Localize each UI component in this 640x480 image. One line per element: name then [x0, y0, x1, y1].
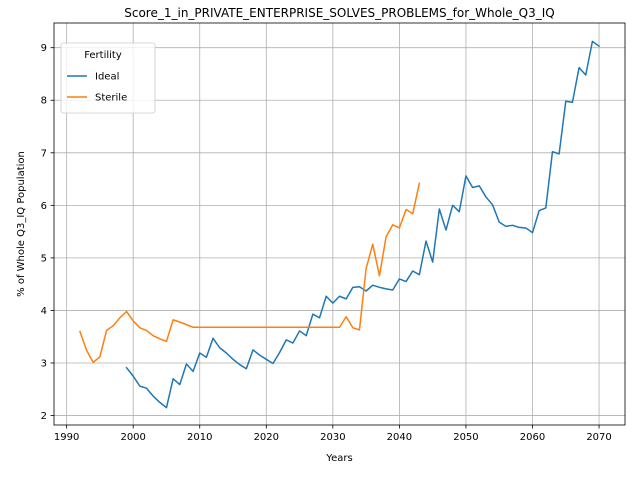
x-tick-label: 2030	[320, 432, 345, 443]
plot-frame	[53, 22, 626, 426]
x-tick-label: 2000	[120, 432, 145, 443]
x-axis-ticks: 1990 2000 2010 2020 2030 2040 2050 2060 2070	[54, 425, 612, 443]
y-tick-label: 4	[41, 306, 47, 317]
y-tick-label: 7	[41, 148, 47, 159]
x-tick-label: 2060	[520, 432, 545, 443]
legend-label-sterile: Sterile	[95, 93, 127, 104]
legend: Fertility Ideal Sterile	[60, 42, 156, 114]
y-axis-label: % of Whole Q3_IQ Population	[16, 151, 27, 297]
y-tick-label: 2	[41, 411, 47, 422]
y-tick-label: 3	[41, 358, 47, 369]
legend-title: Fertility	[84, 50, 122, 61]
y-tick-label: 9	[41, 43, 47, 54]
x-tick-label: 1990	[54, 432, 79, 443]
legend-box	[60, 42, 156, 114]
series-line-sterile	[78, 182, 421, 364]
x-axis-label: Years	[325, 453, 352, 464]
y-axis-ticks: 2 3 4 5 6 7 8 9	[41, 43, 54, 422]
legend-items: Ideal Sterile	[67, 72, 127, 104]
x-tick-label: 2050	[453, 432, 478, 443]
y-tick-label: 8	[41, 96, 47, 107]
legend-label-ideal: Ideal	[95, 72, 119, 83]
series-line-ideal	[125, 40, 601, 409]
x-tick-label: 2010	[187, 432, 212, 443]
y-tick-label: 6	[41, 201, 47, 212]
y-tick-label: 5	[41, 253, 47, 264]
x-tick-label: 2020	[254, 432, 279, 443]
grid-lines	[54, 23, 625, 425]
chart-title: Score_1_in_PRIVATE_ENTERPRISE_SOLVES_PRO…	[124, 6, 554, 20]
x-tick-label: 2040	[387, 432, 412, 443]
series-layer	[78, 40, 601, 409]
x-tick-label: 2070	[586, 432, 611, 443]
